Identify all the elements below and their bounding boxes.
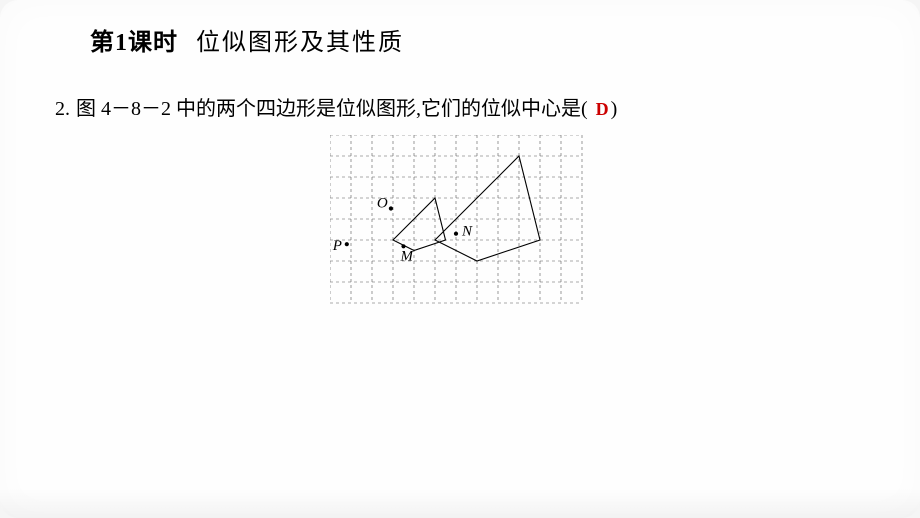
question-text-prefix: 图 4－8－2 中的两个四边形是位似图形,它们的位似中心是( — [76, 92, 588, 121]
question-row: 2. 图 4－8－2 中的两个四边形是位似图形,它们的位似中心是( D ) — [55, 92, 617, 121]
question-text-suffix: ) — [611, 98, 618, 121]
header-row: 第1课时 位似图形及其性质 — [90, 22, 404, 57]
footer-shadow — [0, 488, 920, 518]
page-container: 第1课时 位似图形及其性质 2. 图 4－8－2 中的两个四边形是位似图形,它们… — [0, 0, 920, 518]
svg-text:M: M — [400, 248, 415, 264]
question-number: 2. — [55, 98, 70, 121]
lesson-title: 位似图形及其性质 — [196, 22, 404, 57]
figure-container: P O M N — [330, 135, 590, 310]
svg-text:O: O — [377, 196, 388, 212]
geometry-figure: P O M N — [330, 135, 590, 310]
answer-letter: D — [596, 99, 609, 120]
svg-text:P: P — [332, 238, 342, 254]
lesson-label: 第1课时 — [90, 22, 178, 57]
svg-text:N: N — [461, 224, 473, 240]
